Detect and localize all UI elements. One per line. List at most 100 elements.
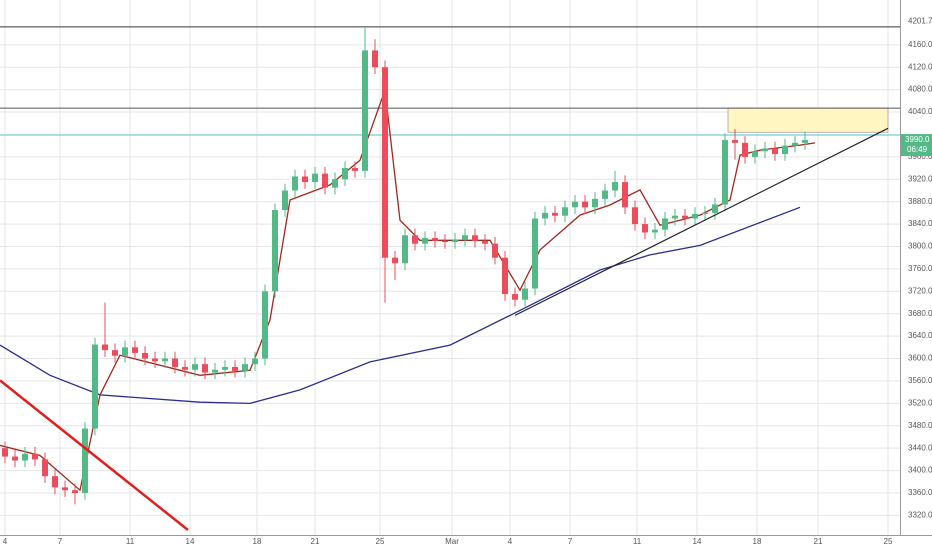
- candle-body: [672, 215, 678, 219]
- candle-body: [682, 215, 688, 219]
- x-tick-label: 18: [753, 537, 762, 546]
- candle-body: [82, 428, 88, 493]
- y-tick-label: 3880.0: [908, 197, 932, 206]
- trend-line: [0, 379, 189, 531]
- x-tick-label: 25: [376, 537, 385, 546]
- candle-body: [182, 366, 188, 370]
- candle-body: [552, 212, 558, 216]
- y-tick-label: 4080.0: [908, 85, 932, 94]
- candle-body: [442, 240, 448, 243]
- candle-body: [162, 358, 168, 362]
- candle-body: [282, 190, 288, 211]
- candle-body: [252, 358, 258, 365]
- candle-body: [592, 198, 598, 208]
- candle-body: [42, 459, 48, 477]
- y-tick-label: 3560.0: [908, 376, 932, 385]
- x-tick-label: 11: [633, 537, 642, 546]
- y-tick-label: 3440.0: [908, 443, 932, 452]
- candle-body: [772, 148, 778, 155]
- candle-body: [532, 218, 538, 289]
- y-tick-label: 3800.0: [908, 242, 932, 251]
- x-tick-label: 21: [814, 537, 823, 546]
- candle-body: [142, 352, 148, 359]
- candle-body: [62, 487, 68, 491]
- x-tick-label: 25: [884, 537, 893, 546]
- candle-body: [172, 358, 178, 367]
- candle-body: [572, 201, 578, 208]
- candle-body: [402, 235, 408, 264]
- candle-body: [332, 179, 338, 188]
- y-tick-label: 3400.0: [908, 466, 932, 475]
- candle-body: [492, 243, 498, 258]
- candle-body: [152, 358, 158, 362]
- x-tick-label: 4: [508, 537, 513, 546]
- candle-body: [722, 140, 728, 205]
- candle-body: [222, 366, 228, 370]
- x-tick-label: Mar: [445, 537, 459, 546]
- candle-body: [692, 214, 698, 219]
- candle-body: [192, 364, 198, 370]
- candle-body: [212, 369, 218, 373]
- candle-body: [232, 366, 238, 371]
- trend-line: [514, 127, 889, 316]
- candle-body: [662, 218, 668, 230]
- candle-body: [582, 201, 588, 208]
- candle-body: [242, 364, 248, 371]
- candle-body: [502, 257, 508, 295]
- candle-body: [392, 257, 398, 264]
- candle-body: [292, 176, 298, 191]
- candle-body: [272, 210, 278, 292]
- y-tick-label: 3680.0: [908, 309, 932, 318]
- candle-body: [322, 173, 328, 188]
- candle-body: [412, 235, 418, 244]
- candle-body: [712, 204, 718, 213]
- y-tick-label: 3640.0: [908, 331, 932, 340]
- candle-body: [2, 448, 8, 457]
- last-price-box: [901, 134, 932, 157]
- candle-body: [472, 235, 478, 241]
- candle-body: [732, 140, 738, 143]
- y-tick-label: 3920.0: [908, 174, 932, 183]
- x-tick-label: 14: [186, 537, 195, 546]
- candle-body: [382, 67, 388, 258]
- candle-body: [512, 294, 518, 300]
- x-tick-label: 18: [253, 537, 262, 546]
- top-price-label: 4201.7: [908, 17, 932, 26]
- candle-body: [22, 453, 28, 461]
- candle-body: [482, 240, 488, 244]
- y-tick-label: 3760.0: [908, 264, 932, 273]
- candle-body: [52, 476, 58, 488]
- candle-body: [652, 229, 658, 233]
- y-tick-label: 3960.0: [908, 152, 932, 161]
- y-tick-label: 4160.0: [908, 40, 932, 49]
- candle-body: [462, 235, 468, 240]
- candle-body: [372, 50, 378, 68]
- candle-body: [632, 207, 638, 225]
- y-tick-label: 3480.0: [908, 421, 932, 430]
- candle-body: [762, 148, 768, 152]
- candle-body: [12, 456, 18, 461]
- candle-body: [32, 453, 38, 460]
- candle-body: [622, 182, 628, 208]
- candle-body: [132, 347, 138, 353]
- candle-body: [362, 50, 368, 171]
- y-tick-label: 3600.0: [908, 354, 932, 363]
- candle-body: [782, 145, 788, 155]
- y-tick-label: 3840.0: [908, 219, 932, 228]
- y-tick-label: 3520.0: [908, 398, 932, 407]
- candle-body: [122, 347, 128, 356]
- candle-body: [112, 350, 118, 356]
- candle-body: [102, 344, 108, 351]
- x-tick-label: 7: [568, 537, 573, 546]
- candle-body: [352, 168, 358, 171]
- candle-body: [792, 142, 798, 146]
- x-tick-label: 4: [3, 537, 8, 546]
- x-tick-label: 11: [126, 537, 135, 546]
- candle-body: [72, 490, 78, 493]
- candle-body: [612, 182, 618, 191]
- x-tick-label: 7: [58, 537, 63, 546]
- last-price-label: 3990.0: [905, 135, 930, 144]
- candle-body: [432, 238, 438, 241]
